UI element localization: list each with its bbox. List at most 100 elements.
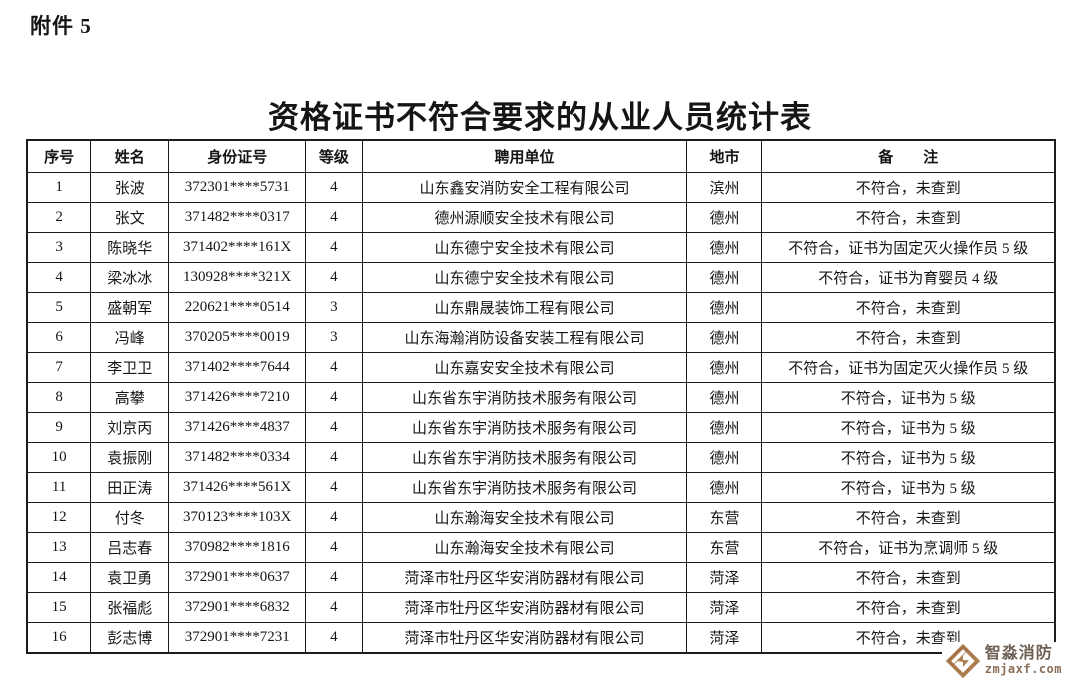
cell-remark: 不符合，证书为 5 级 — [761, 412, 1056, 443]
cell-serial: 12 — [26, 502, 92, 533]
cell-level: 4 — [305, 382, 363, 413]
column-header-remark: 备 注 — [761, 139, 1056, 173]
cell-employer: 山东嘉安安全技术有限公司 — [361, 352, 688, 383]
cell-remark: 不符合，未查到 — [761, 292, 1056, 323]
cell-serial: 10 — [26, 442, 92, 473]
column-header-serial: 序号 — [26, 139, 92, 173]
cell-name: 袁卫勇 — [90, 562, 170, 593]
cell-employer: 山东德宁安全技术有限公司 — [361, 232, 688, 263]
cell-remark: 不符合，证书为固定灭火操作员 5 级 — [761, 352, 1056, 383]
cell-level: 4 — [305, 202, 363, 233]
cell-serial: 4 — [26, 262, 92, 293]
personnel-table: 序号 姓名 身份证号 等级 聘用单位 地市 备 注 1 张波 372301****5… — [26, 139, 1056, 654]
cell-city: 滨州 — [686, 172, 763, 203]
cell-level: 4 — [305, 412, 363, 443]
cell-level: 4 — [305, 622, 363, 654]
cell-serial: 16 — [26, 622, 92, 654]
watermark-brand: 智淼消防 — [984, 645, 1053, 663]
cell-name: 刘京丙 — [90, 412, 170, 443]
cell-employer: 山东省东宇消防技术服务有限公司 — [361, 382, 688, 413]
cell-employer: 山东省东宇消防技术服务有限公司 — [361, 442, 688, 473]
cell-serial: 1 — [26, 172, 92, 203]
cell-name: 张文 — [90, 202, 170, 233]
zmjaxf-logo-icon — [945, 644, 980, 678]
table-body: 1 张波 372301****5731 4 山东鑫安消防安全工程有限公司 滨州 不符合，未查… — [26, 172, 1056, 654]
cell-city: 德州 — [686, 412, 763, 443]
table-row: 3 陈晓华 371402****161X 4 山东德宁安全技术有限公司 德州 不符合，证书为… — [26, 232, 1056, 263]
cell-city: 德州 — [686, 262, 763, 293]
cell-level: 4 — [305, 352, 363, 383]
cell-remark: 不符合，证书为固定灭火操作员 5 级 — [761, 232, 1056, 263]
cell-employer: 山东瀚海安全技术有限公司 — [361, 502, 688, 533]
cell-city: 德州 — [686, 232, 763, 263]
cell-id-number: 371482****0317 — [168, 202, 307, 233]
table-row: 13 吕志春 370982****1816 4 山东瀚海安全技术有限公司 东营 不符合，证书… — [26, 532, 1056, 563]
cell-remark: 不符合，未查到 — [761, 172, 1056, 203]
table-row: 4 梁冰冰 130928****321X 4 山东德宁安全技术有限公司 德州 不符合，证书为… — [26, 262, 1056, 293]
cell-id-number: 372301****5731 — [168, 172, 307, 203]
table-row: 5 盛朝军 220621****0514 3 山东鼎晟装饰工程有限公司 德州 不符合，未查到 — [26, 292, 1056, 323]
cell-employer: 菏泽市牡丹区华安消防器材有限公司 — [361, 622, 688, 654]
cell-city: 德州 — [686, 472, 763, 503]
cell-employer: 山东鼎晟装饰工程有限公司 — [361, 292, 688, 323]
cell-serial: 14 — [26, 562, 92, 593]
cell-employer: 山东德宁安全技术有限公司 — [361, 262, 688, 293]
cell-id-number: 371482****0334 — [168, 442, 307, 473]
column-header-level: 等级 — [305, 139, 363, 173]
cell-name: 李卫卫 — [90, 352, 170, 383]
cell-employer: 山东海瀚消防设备安装工程有限公司 — [361, 322, 688, 353]
cell-id-number: 370205****0019 — [168, 322, 307, 353]
cell-id-number: 371426****4837 — [168, 412, 307, 443]
table-row: 9 刘京丙 371426****4837 4 山东省东宇消防技术服务有限公司 德州 不符合，… — [26, 412, 1056, 443]
cell-name: 梁冰冰 — [90, 262, 170, 293]
table-row: 1 张波 372301****5731 4 山东鑫安消防安全工程有限公司 滨州 不符合，未查… — [26, 172, 1056, 203]
cell-remark: 不符合，证书为 5 级 — [761, 472, 1056, 503]
cell-level: 3 — [305, 322, 363, 353]
cell-level: 4 — [305, 592, 363, 623]
table-row: 12 付冬 370123****103X 4 山东瀚海安全技术有限公司 东营 不符合，未查到 — [26, 502, 1056, 533]
cell-serial: 2 — [26, 202, 92, 233]
cell-level: 4 — [305, 472, 363, 503]
cell-serial: 7 — [26, 352, 92, 383]
cell-name: 冯峰 — [90, 322, 170, 353]
cell-remark: 不符合，未查到 — [761, 502, 1056, 533]
cell-city: 德州 — [686, 292, 763, 323]
watermark-text: 智淼消防 zmjaxf.com — [984, 645, 1062, 675]
cell-name: 张福彪 — [90, 592, 170, 623]
cell-remark: 不符合，证书为育婴员 4 级 — [761, 262, 1056, 293]
table-row: 11 田正涛 371426****561X 4 山东省东宇消防技术服务有限公司 德州 不符合… — [26, 472, 1056, 503]
cell-level: 4 — [305, 262, 363, 293]
column-header-city: 地市 — [686, 139, 763, 173]
cell-city: 菏泽 — [686, 562, 763, 593]
cell-city: 德州 — [686, 322, 763, 353]
cell-city: 德州 — [686, 442, 763, 473]
cell-name: 盛朝军 — [90, 292, 170, 323]
cell-city: 德州 — [686, 352, 763, 383]
cell-id-number: 372901****7231 — [168, 622, 307, 654]
cell-employer: 菏泽市牡丹区华安消防器材有限公司 — [361, 592, 688, 623]
cell-name: 田正涛 — [90, 472, 170, 503]
cell-city: 东营 — [686, 502, 763, 533]
cell-name: 陈晓华 — [90, 232, 170, 263]
cell-name: 彭志博 — [90, 622, 170, 654]
cell-name: 高攀 — [90, 382, 170, 413]
column-header-id-number: 身份证号 — [168, 139, 307, 173]
cell-id-number: 371426****561X — [168, 472, 307, 503]
table-row: 2 张文 371482****0317 4 德州源顺安全技术有限公司 德州 不符合，未查到 — [26, 202, 1056, 233]
cell-employer: 菏泽市牡丹区华安消防器材有限公司 — [361, 562, 688, 593]
cell-id-number: 371426****7210 — [168, 382, 307, 413]
table-row: 14 袁卫勇 372901****0637 4 菏泽市牡丹区华安消防器材有限公司 菏泽 不符… — [26, 562, 1056, 593]
cell-employer: 山东省东宇消防技术服务有限公司 — [361, 472, 688, 503]
table-row: 6 冯峰 370205****0019 3 山东海瀚消防设备安装工程有限公司 德州 不符合，… — [26, 322, 1056, 353]
cell-serial: 15 — [26, 592, 92, 623]
cell-id-number: 372901****6832 — [168, 592, 307, 623]
cell-remark: 不符合，证书为 5 级 — [761, 442, 1056, 473]
table-row: 7 李卫卫 371402****7644 4 山东嘉安安全技术有限公司 德州 不符合，证书为… — [26, 352, 1056, 383]
cell-id-number: 370982****1816 — [168, 532, 307, 563]
cell-employer: 山东瀚海安全技术有限公司 — [361, 532, 688, 563]
table-row: 15 张福彪 372901****6832 4 菏泽市牡丹区华安消防器材有限公司 菏泽 不符… — [26, 592, 1056, 623]
cell-level: 4 — [305, 232, 363, 263]
cell-remark: 不符合，未查到 — [761, 592, 1056, 623]
cell-employer: 德州源顺安全技术有限公司 — [361, 202, 688, 233]
cell-name: 付冬 — [90, 502, 170, 533]
